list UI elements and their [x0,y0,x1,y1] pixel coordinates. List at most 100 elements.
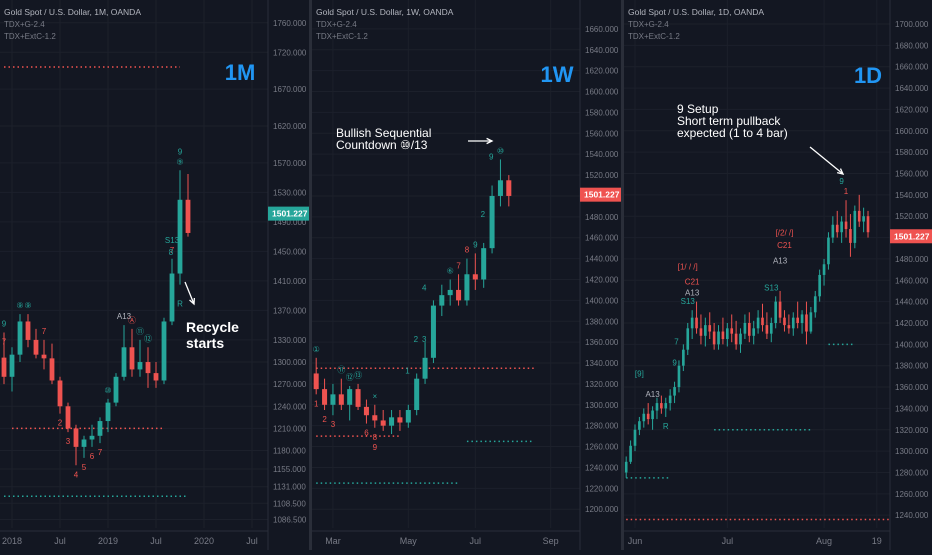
candle[interactable] [355,383,361,411]
candle[interactable] [489,185,495,254]
candle[interactable] [739,328,742,353]
candle[interactable] [787,314,791,334]
candle[interactable] [129,328,135,377]
candle[interactable] [642,408,646,428]
candle[interactable] [686,322,690,356]
candle[interactable] [405,404,411,428]
candle[interactable] [97,417,103,444]
candle[interactable] [668,389,672,411]
candle[interactable] [809,306,813,334]
candle[interactable] [747,312,751,343]
candle[interactable] [743,314,747,340]
chart-1d[interactable]: 1700.000 1680.000 1660.000 1640.000 1620.000… [624,0,932,550]
candle[interactable] [472,253,478,290]
candle[interactable] [673,381,676,404]
chart-panel-1d[interactable]: 1700.000 1680.000 1660.000 1640.000 1620.000… [624,0,932,550]
candle[interactable] [835,210,839,238]
candle[interactable] [853,205,857,249]
candle[interactable] [89,424,95,447]
candle[interactable] [9,347,15,392]
candle[interactable] [695,301,698,334]
candle[interactable] [389,410,395,435]
candle[interactable] [397,410,403,431]
candle[interactable] [481,242,487,288]
candle[interactable] [1,332,7,385]
chart-1m[interactable]: 1760.000 1720.000 1670.000 1620.000 1570.000… [0,0,309,550]
candle[interactable] [380,410,386,431]
candle[interactable] [17,314,23,363]
candle[interactable] [660,395,663,414]
candle[interactable] [831,216,835,243]
candle[interactable] [712,322,716,350]
candle[interactable] [25,314,31,348]
candle[interactable] [761,303,764,332]
candle[interactable] [153,362,159,388]
candle[interactable] [690,310,694,340]
candle[interactable] [783,310,786,332]
candle[interactable] [721,317,725,345]
candle[interactable] [363,399,369,424]
candle[interactable] [414,373,420,416]
candle[interactable] [49,343,55,385]
candle[interactable] [866,210,870,238]
candle[interactable] [840,216,843,243]
candle[interactable] [857,194,861,227]
candle[interactable] [624,456,628,478]
candle[interactable] [73,424,79,466]
candle[interactable] [651,406,654,430]
candle[interactable] [105,398,111,433]
candle[interactable] [822,258,826,286]
candle[interactable] [113,373,119,407]
candle[interactable] [506,175,512,207]
candle[interactable] [677,360,681,393]
candle[interactable] [338,378,344,411]
candle[interactable] [756,310,760,334]
candle[interactable] [638,416,641,436]
candle[interactable] [161,317,167,385]
candle[interactable] [827,232,830,270]
candle[interactable] [65,402,71,433]
candle[interactable] [844,200,848,238]
candle[interactable] [646,403,650,425]
candle[interactable] [862,207,865,233]
candle[interactable] [439,284,445,317]
candle[interactable] [185,173,191,237]
candle[interactable] [447,279,453,306]
candle[interactable] [633,424,637,452]
candle[interactable] [774,296,778,329]
candle[interactable] [796,301,799,329]
chart-1w[interactable]: 1660.000 1640.000 1620.000 1600.000 1580.000… [312,0,621,550]
candle[interactable] [800,310,804,334]
candle[interactable] [805,301,808,345]
candle[interactable] [664,397,668,417]
candle[interactable] [41,339,47,370]
candle[interactable] [347,385,353,421]
candle[interactable] [372,404,378,428]
candle[interactable] [33,328,39,359]
candle[interactable] [422,342,428,384]
candle[interactable] [682,344,685,372]
candle[interactable] [813,290,817,318]
candle[interactable] [81,435,87,458]
candle[interactable] [177,170,183,285]
candle[interactable] [456,274,462,306]
candle[interactable] [708,312,712,340]
candle[interactable] [430,300,436,364]
candle[interactable] [818,269,821,302]
candle[interactable] [655,397,659,420]
candle[interactable] [726,322,729,347]
chart-panel-1w[interactable]: 1660.000 1640.000 1620.000 1600.000 1580.000… [312,0,621,550]
candle[interactable] [497,159,503,207]
candle[interactable] [765,312,769,340]
candle[interactable] [791,312,795,336]
candle[interactable] [752,320,756,345]
candle[interactable] [629,440,632,464]
candle[interactable] [330,383,336,416]
candle[interactable] [322,378,328,411]
candle[interactable] [734,320,738,350]
candle[interactable] [717,325,720,350]
candle[interactable] [769,317,773,343]
chart-panel-1m[interactable]: 1760.000 1720.000 1670.000 1620.000 1570.000… [0,0,309,550]
candle[interactable] [464,258,470,306]
candle[interactable] [778,290,782,323]
